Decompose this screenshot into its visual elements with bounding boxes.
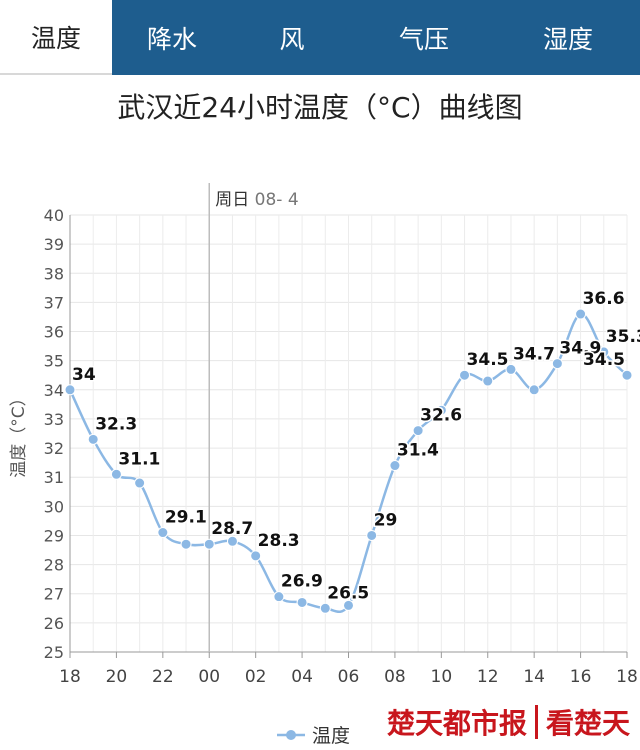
data-label: 26.9 [281,572,323,592]
brand-logo: 楚天都市报 看楚天 [387,700,630,744]
data-label: 28.7 [211,519,253,539]
y-tick-label: 39 [44,235,64,254]
data-label: 26.5 [327,583,369,603]
tab-pressure[interactable]: 气压 [398,24,449,54]
data-point [435,404,447,416]
data-point [110,468,122,480]
tab-humidity[interactable]: 湿度 [542,24,593,54]
y-tick-label: 31 [44,468,64,487]
data-label: 34 [72,365,96,385]
data-label: 31.4 [397,441,439,461]
data-point [296,596,308,608]
y-tick-label: 40 [44,206,64,225]
data-point [551,358,563,370]
y-tick-label: 27 [44,585,64,604]
data-label: 35.3 [606,327,640,347]
day-marker-label: 周日 08- 4 [215,190,298,210]
y-tick-label: 25 [44,643,64,662]
temperature-line-chart: 25 26 27 28 29 30 31 32 33 34 35 36 37 38 39 40 18 20 22 00… [9,183,640,747]
data-point [87,433,99,445]
data-label: 29 [374,510,398,530]
y-tick-label: 30 [44,497,64,516]
tab-bar: 温度 降水 风 气压 湿度 [0,0,640,75]
brand-newspaper-name: 楚天都市报 [386,707,527,740]
x-tick-label: 04 [291,667,313,687]
y-tick-label: 36 [44,323,64,342]
data-label: 29.1 [165,508,207,528]
x-tick-label: 12 [477,667,499,687]
data-label: 28.3 [258,531,300,551]
x-tick-label: 08 [384,667,406,687]
data-point [528,384,540,396]
data-label: 31.1 [118,449,160,469]
data-point [575,308,587,320]
brand-app-name: 看楚天 [545,707,630,740]
tab-precipitation[interactable]: 降水 [146,24,197,54]
data-point [598,346,610,358]
data-point [64,384,76,396]
y-tick-label: 33 [44,410,64,429]
x-tick-label: 18 [616,667,638,687]
y-tick-label: 34 [44,381,64,400]
data-point [180,538,192,550]
data-point [319,602,331,614]
x-tick-label: 18 [59,667,81,687]
data-point [505,363,517,375]
tab-wind[interactable]: 风 [279,24,305,54]
data-point [412,425,424,437]
data-label: 34.7 [513,344,555,364]
data-point [250,550,262,562]
x-tick-label: 00 [198,667,220,687]
data-point [273,591,285,603]
y-tick-label: 37 [44,293,64,312]
legend-marker [286,730,296,740]
x-tick-label: 14 [523,667,545,687]
brand-divider [534,705,538,739]
data-label: 34.5 [583,350,625,370]
y-tick-label: 28 [44,556,64,575]
x-tick-label: 22 [152,667,174,687]
y-tick-label: 35 [44,352,64,371]
data-point [134,477,146,489]
data-point [343,599,354,611]
y-tick-label: 38 [44,264,64,283]
y-tick-label: 32 [44,439,64,458]
y-axis-title: 温度（°C） [9,389,29,477]
data-point [459,369,471,381]
data-label: 32.3 [95,414,137,434]
chart-title: 武汉近24小时温度（°C）曲线图 [117,91,523,124]
tab-temperature[interactable]: 温度 [0,0,112,75]
data-point [389,460,401,472]
data-label: 36.6 [583,289,625,309]
y-tick-label: 29 [44,526,64,545]
legend-label: 温度 [312,725,350,747]
data-label: 34.5 [467,350,509,370]
data-point [482,375,494,387]
x-tick-label: 06 [338,667,360,687]
x-tick-label: 20 [106,667,128,687]
data-point [366,529,378,541]
data-point [621,369,633,381]
data-point [226,535,238,547]
data-label: 32.6 [420,406,462,426]
data-label: 34.9 [559,339,601,359]
data-point [157,527,169,539]
x-tick-label: 16 [570,667,592,687]
x-tick-label: 10 [431,667,453,687]
x-tick-label: 02 [245,667,267,687]
data-point [203,538,215,550]
y-tick-label: 26 [44,614,64,633]
